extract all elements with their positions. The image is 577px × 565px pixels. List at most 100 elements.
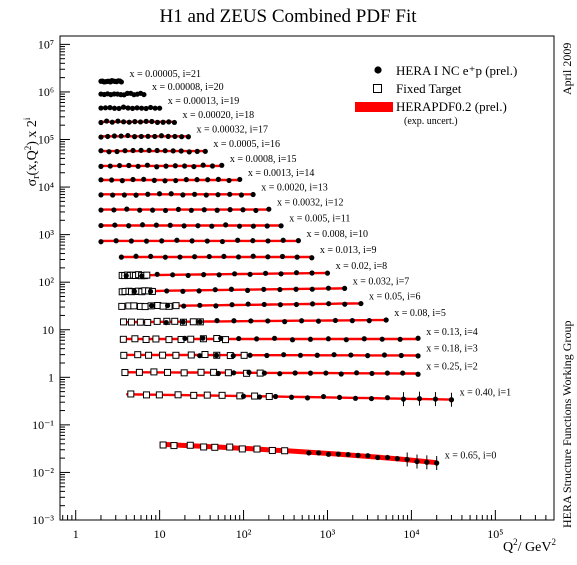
hera-point: [288, 394, 295, 400]
fixed-target-point: [238, 445, 246, 453]
fixed-target-point: [164, 368, 172, 376]
hera-point: [203, 192, 209, 198]
hera-point: [181, 163, 188, 169]
hera-point: [309, 301, 316, 307]
fixed-target-point: [165, 336, 173, 344]
hera-point: [162, 254, 168, 260]
fixed-target-point: [159, 441, 167, 449]
hera-point: [293, 286, 299, 292]
hera-point: [104, 118, 110, 124]
hera-point: [120, 119, 127, 125]
hera-point: [400, 370, 406, 376]
fixed-target-point: [189, 318, 197, 326]
hera-point: [281, 352, 287, 358]
fixed-target-point: [142, 391, 150, 399]
hera-point: [250, 238, 256, 244]
hera-point: [168, 191, 174, 197]
hera-point: [154, 271, 160, 277]
hera-point: [189, 238, 195, 244]
hera-point: [379, 336, 385, 342]
fixed-target-point: [268, 446, 276, 454]
hera-point: [98, 163, 104, 169]
hera-point: [166, 119, 172, 125]
hera-point: [277, 286, 283, 293]
hera-point: [223, 222, 229, 228]
legend-label-fixed: Fixed Target: [396, 81, 462, 96]
hera-point: [213, 303, 219, 309]
hera-point: [235, 237, 241, 243]
hera-point: [326, 301, 332, 307]
hera-point: [154, 119, 161, 125]
hera-point: [384, 395, 391, 401]
hera-point: [253, 207, 259, 214]
hera-point: [353, 370, 360, 376]
fixed-target-point: [172, 351, 180, 359]
hera-point: [325, 451, 332, 457]
fixed-target-point: [211, 443, 219, 451]
hera-point: [204, 238, 210, 244]
fixed-target-point: [131, 335, 139, 343]
hera-point: [307, 370, 314, 376]
hera-point: [264, 352, 270, 359]
hera-point: [215, 370, 221, 377]
hera-point: [215, 192, 221, 198]
fixed-target-point: [150, 368, 158, 376]
hera-point: [261, 370, 267, 376]
hera-point: [141, 176, 147, 182]
hera-point: [309, 270, 315, 276]
hera-point: [138, 147, 144, 153]
hera-point: [163, 163, 169, 169]
hera-point: [348, 352, 354, 358]
y-tick-label: 10²: [38, 275, 54, 289]
bin-label: x = 0.013, i=9: [320, 245, 377, 256]
hera-point: [192, 254, 198, 260]
hera-point: [129, 105, 136, 111]
fixed-target-point: [152, 335, 160, 343]
hera-point: [180, 192, 186, 198]
hera-point: [151, 177, 157, 183]
hera-point: [118, 133, 124, 139]
bin-label: x = 0.0020, i=13: [261, 182, 328, 193]
hera-point: [156, 191, 163, 197]
hera-point: [174, 237, 180, 243]
hera-point: [165, 302, 171, 309]
hera-point: [206, 253, 212, 260]
hera-point: [98, 239, 104, 245]
fixed-target-point: [200, 443, 208, 451]
bin-label: x = 0.008, i=10: [307, 229, 369, 240]
hera-point: [280, 237, 286, 243]
hera-point: [216, 272, 222, 278]
fixed-target-point: [136, 318, 144, 326]
fixed-target-point: [210, 368, 218, 376]
hera-point: [295, 238, 301, 244]
x-tick-label: 10⁵: [487, 527, 503, 541]
legend-marker-band: [355, 102, 393, 112]
hera-point: [248, 318, 254, 324]
hera-point: [154, 164, 160, 170]
fixed-target-point: [203, 391, 211, 399]
hera-point: [181, 303, 187, 309]
bin-label: x = 0.00008, i=20: [152, 82, 224, 93]
hera-point: [158, 133, 165, 139]
bin-label: x = 0.08, i=5: [394, 308, 446, 319]
fixed-target-point: [153, 317, 161, 325]
hera-point: [175, 206, 182, 212]
hera-point: [185, 272, 191, 279]
bin-label: x = 0.25, i=2: [426, 362, 478, 373]
hera-point: [102, 105, 109, 111]
hera-point: [194, 177, 200, 183]
hera-point: [240, 393, 247, 399]
hera-point: [159, 238, 165, 244]
hera-point: [116, 162, 123, 169]
fixed-target-point: [118, 302, 126, 310]
hera-point: [120, 104, 127, 110]
fixed-target-point: [251, 392, 259, 400]
y-tick-label: 10⁴: [38, 180, 54, 194]
hera-point: [368, 395, 375, 402]
hera-point: [196, 288, 202, 294]
hera-point: [119, 178, 125, 184]
hera-point: [262, 270, 269, 276]
x-tick-label: 1: [73, 527, 79, 541]
hera-point: [365, 453, 371, 459]
fixed-target-point: [190, 391, 198, 399]
